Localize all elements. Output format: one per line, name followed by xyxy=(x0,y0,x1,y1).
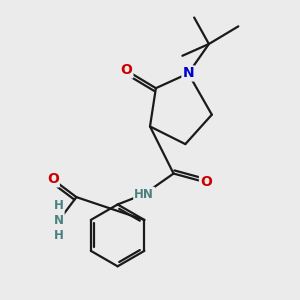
Text: HN: HN xyxy=(134,188,154,201)
Text: N: N xyxy=(182,66,194,80)
Text: O: O xyxy=(121,64,132,77)
Text: O: O xyxy=(200,176,212,189)
Text: H
N
H: H N H xyxy=(54,199,64,242)
Text: O: O xyxy=(47,172,59,186)
